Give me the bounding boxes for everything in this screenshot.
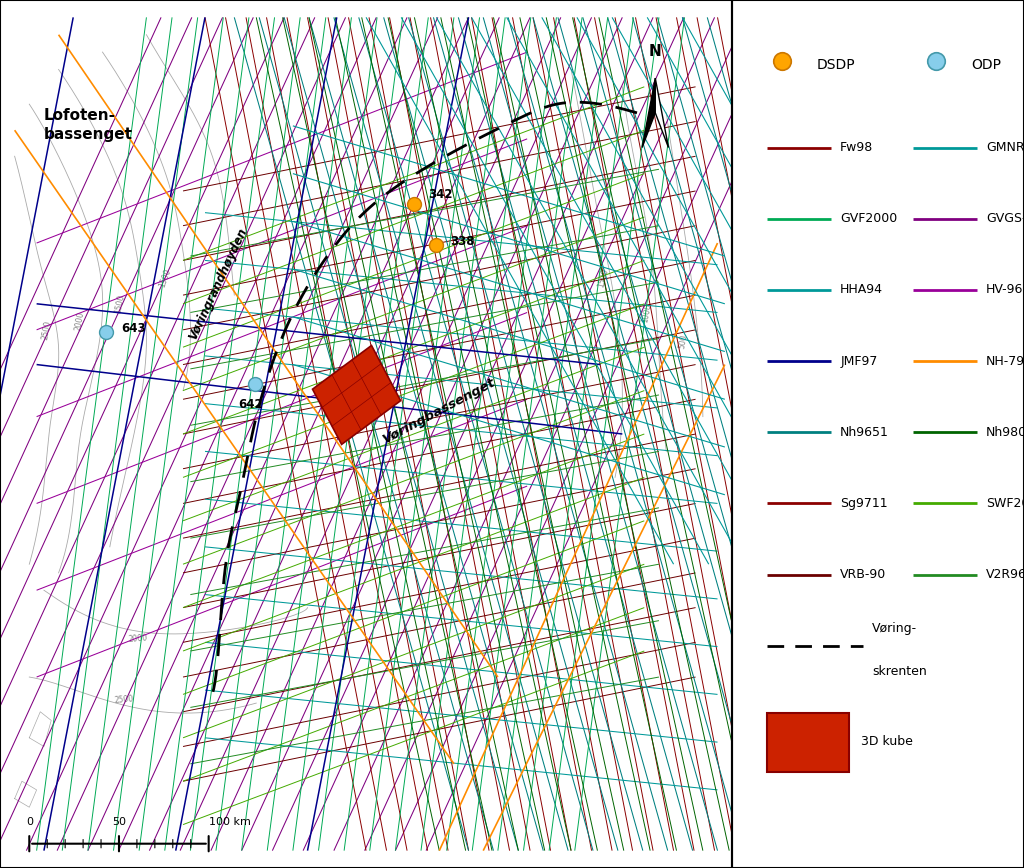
Text: 50: 50 [112, 817, 126, 826]
Text: 1500: 1500 [114, 293, 126, 314]
Text: skrenten: skrenten [872, 666, 927, 678]
Point [406, 197, 422, 211]
Text: SWF2000: SWF2000 [986, 497, 1024, 510]
Text: ODP: ODP [972, 58, 1001, 72]
Text: GVGS-93: GVGS-93 [986, 213, 1024, 225]
Text: 642: 642 [238, 398, 262, 411]
Polygon shape [642, 78, 655, 148]
Text: NH-79: NH-79 [986, 355, 1024, 367]
Text: 1500: 1500 [597, 267, 610, 288]
Text: Vøring-: Vøring- [872, 622, 918, 635]
Point [928, 54, 944, 68]
Text: GMNR-94: GMNR-94 [986, 141, 1024, 154]
Text: VRB-90: VRB-90 [840, 569, 887, 581]
Text: Vøringrandhøyden: Vøringrandhøyden [186, 226, 250, 341]
Text: DSDP: DSDP [817, 58, 855, 72]
Text: 1500: 1500 [158, 267, 172, 288]
Text: 2000: 2000 [74, 312, 85, 332]
Point [98, 325, 115, 339]
Text: HV-96: HV-96 [986, 284, 1023, 296]
Text: V2R96: V2R96 [986, 569, 1024, 581]
Point [247, 377, 263, 391]
Text: 500: 500 [677, 333, 689, 349]
Point [427, 238, 443, 252]
Polygon shape [655, 78, 669, 148]
Text: 342: 342 [428, 187, 453, 201]
Text: Sg9711: Sg9711 [840, 497, 888, 510]
Point [773, 54, 790, 68]
Polygon shape [312, 345, 400, 444]
Text: 100 km: 100 km [209, 817, 251, 826]
Text: JMF97: JMF97 [840, 355, 878, 367]
Text: Nh9807: Nh9807 [986, 426, 1024, 438]
Text: 0: 0 [26, 817, 33, 826]
Text: 643: 643 [121, 321, 145, 334]
Text: 1000: 1000 [641, 302, 653, 323]
Text: GVF2000: GVF2000 [840, 213, 897, 225]
Text: 2500: 2500 [114, 694, 133, 705]
Text: N: N [649, 44, 662, 59]
Text: Fw98: Fw98 [840, 141, 873, 154]
Text: HHA94: HHA94 [840, 284, 883, 296]
Text: 3D kube: 3D kube [860, 735, 912, 747]
Text: Lofoten-
bassenget: Lofoten- bassenget [44, 108, 133, 141]
Text: 2500: 2500 [40, 320, 52, 340]
Bar [767, 713, 849, 772]
Text: Vøringbassenget: Vøringbassenget [381, 375, 498, 445]
Text: 338: 338 [451, 234, 475, 247]
Text: Nh9651: Nh9651 [840, 426, 889, 438]
Text: 2000: 2000 [128, 634, 148, 644]
